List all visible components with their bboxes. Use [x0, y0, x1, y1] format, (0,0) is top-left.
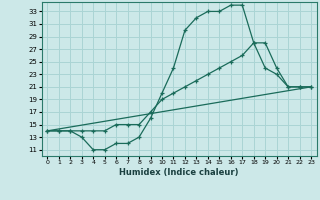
X-axis label: Humidex (Indice chaleur): Humidex (Indice chaleur) [119, 168, 239, 177]
